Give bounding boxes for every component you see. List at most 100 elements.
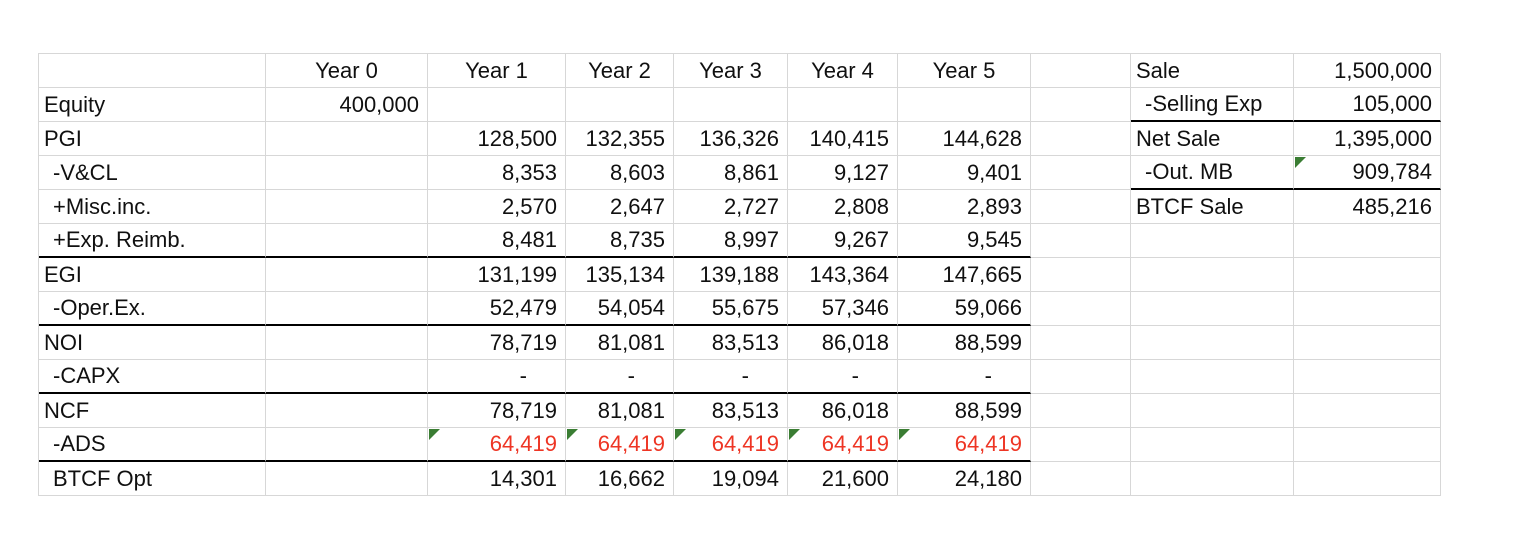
row-label[interactable]: +Misc.inc.: [39, 190, 266, 224]
cell-year1[interactable]: 78,719: [428, 326, 566, 360]
cell-year5[interactable]: 9,401: [898, 156, 1031, 190]
row-label[interactable]: -Oper.Ex.: [39, 292, 266, 326]
sale-empty-cell[interactable]: [1131, 326, 1294, 360]
cell-year4[interactable]: 57,346: [788, 292, 898, 326]
cell-year2[interactable]: 16,662: [566, 462, 674, 496]
sale-row-value[interactable]: 105,000: [1294, 88, 1441, 122]
cell-year2[interactable]: 132,355: [566, 122, 674, 156]
cell-year5[interactable]: 24,180: [898, 462, 1031, 496]
cell-year3[interactable]: 64,419: [674, 428, 788, 462]
cell-year2[interactable]: 64,419: [566, 428, 674, 462]
cell-year0[interactable]: [266, 224, 428, 258]
row-label[interactable]: -CAPX: [39, 360, 266, 394]
sale-empty-cell[interactable]: [1131, 292, 1294, 326]
cell-year3[interactable]: [674, 88, 788, 122]
cell-year4[interactable]: 86,018: [788, 394, 898, 428]
cell-year3[interactable]: 136,326: [674, 122, 788, 156]
cell-year5[interactable]: -: [898, 360, 1031, 394]
row-label[interactable]: Equity: [39, 88, 266, 122]
spacer-cell[interactable]: [1031, 224, 1131, 258]
cell-year3[interactable]: 19,094: [674, 462, 788, 496]
cell-year1[interactable]: [428, 88, 566, 122]
cell-year5[interactable]: 88,599: [898, 326, 1031, 360]
spacer-cell[interactable]: [1031, 258, 1131, 292]
sale-row-label[interactable]: BTCF Sale: [1131, 190, 1294, 224]
cell-year0[interactable]: [266, 428, 428, 462]
row-label[interactable]: NCF: [39, 394, 266, 428]
cell-year3[interactable]: 83,513: [674, 394, 788, 428]
cell-year0[interactable]: 400,000: [266, 88, 428, 122]
cell-year0[interactable]: [266, 258, 428, 292]
cell-year2[interactable]: -: [566, 360, 674, 394]
cell-year2[interactable]: 2,647: [566, 190, 674, 224]
cell-year3[interactable]: 8,997: [674, 224, 788, 258]
spacer-cell[interactable]: [1031, 394, 1131, 428]
column-header-year-0[interactable]: Year 0: [266, 54, 428, 88]
sale-empty-cell[interactable]: [1294, 394, 1441, 428]
cell-year2[interactable]: [566, 88, 674, 122]
column-header-year-1[interactable]: Year 1: [428, 54, 566, 88]
column-header-year-2[interactable]: Year 2: [566, 54, 674, 88]
cell-year3[interactable]: -: [674, 360, 788, 394]
cell-year2[interactable]: 81,081: [566, 394, 674, 428]
cell-year4[interactable]: 64,419: [788, 428, 898, 462]
cell-year3[interactable]: 83,513: [674, 326, 788, 360]
sale-row-label[interactable]: Sale: [1131, 54, 1294, 88]
sale-empty-cell[interactable]: [1294, 224, 1441, 258]
cell-year1[interactable]: 8,481: [428, 224, 566, 258]
spacer-cell[interactable]: [1031, 326, 1131, 360]
cell-year4[interactable]: 2,808: [788, 190, 898, 224]
sale-empty-cell[interactable]: [1294, 292, 1441, 326]
row-label[interactable]: -ADS: [39, 428, 266, 462]
sale-empty-cell[interactable]: [1294, 360, 1441, 394]
spacer-cell[interactable]: [1031, 122, 1131, 156]
sale-empty-cell[interactable]: [1131, 360, 1294, 394]
cell-year2[interactable]: 54,054: [566, 292, 674, 326]
spacer-cell[interactable]: [1031, 156, 1131, 190]
sale-empty-cell[interactable]: [1131, 428, 1294, 462]
cell-year5[interactable]: 2,893: [898, 190, 1031, 224]
column-header-year-3[interactable]: Year 3: [674, 54, 788, 88]
cell-year3[interactable]: 8,861: [674, 156, 788, 190]
cell-year0[interactable]: [266, 360, 428, 394]
spacer-cell[interactable]: [1031, 360, 1131, 394]
cell-year0[interactable]: [266, 156, 428, 190]
row-label[interactable]: -V&CL: [39, 156, 266, 190]
cell-year0[interactable]: [266, 122, 428, 156]
sale-empty-cell[interactable]: [1131, 258, 1294, 292]
cell-year0[interactable]: [266, 292, 428, 326]
cell-year1[interactable]: 14,301: [428, 462, 566, 496]
cell-year4[interactable]: 9,127: [788, 156, 898, 190]
sale-empty-cell[interactable]: [1131, 394, 1294, 428]
cell-year3[interactable]: 2,727: [674, 190, 788, 224]
sale-row-value[interactable]: 1,395,000: [1294, 122, 1441, 156]
cell-year0[interactable]: [266, 462, 428, 496]
sale-row-value[interactable]: 485,216: [1294, 190, 1441, 224]
cell-year4[interactable]: 86,018: [788, 326, 898, 360]
sale-row-label[interactable]: -Selling Exp: [1131, 88, 1294, 122]
spacer-cell[interactable]: [1031, 428, 1131, 462]
cell-year2[interactable]: 81,081: [566, 326, 674, 360]
cell-year1[interactable]: 8,353: [428, 156, 566, 190]
cell-year2[interactable]: 8,603: [566, 156, 674, 190]
cell-year4[interactable]: 140,415: [788, 122, 898, 156]
cell-year5[interactable]: 9,545: [898, 224, 1031, 258]
cell-year3[interactable]: 139,188: [674, 258, 788, 292]
sale-empty-cell[interactable]: [1294, 258, 1441, 292]
cell-year5[interactable]: 59,066: [898, 292, 1031, 326]
cell-year1[interactable]: 2,570: [428, 190, 566, 224]
column-header-year-4[interactable]: Year 4: [788, 54, 898, 88]
cell-year4[interactable]: -: [788, 360, 898, 394]
column-header-year-5[interactable]: Year 5: [898, 54, 1031, 88]
spacer-cell[interactable]: [1031, 462, 1131, 496]
sale-empty-cell[interactable]: [1294, 326, 1441, 360]
cell-year0[interactable]: [266, 190, 428, 224]
spacer-cell[interactable]: [1031, 292, 1131, 326]
sale-empty-cell[interactable]: [1131, 224, 1294, 258]
row-label[interactable]: EGI: [39, 258, 266, 292]
cell-year1[interactable]: 64,419: [428, 428, 566, 462]
cell-year5[interactable]: 144,628: [898, 122, 1031, 156]
corner-header-cell[interactable]: [39, 54, 266, 88]
sale-row-value[interactable]: 1,500,000: [1294, 54, 1441, 88]
sale-row-label[interactable]: Net Sale: [1131, 122, 1294, 156]
